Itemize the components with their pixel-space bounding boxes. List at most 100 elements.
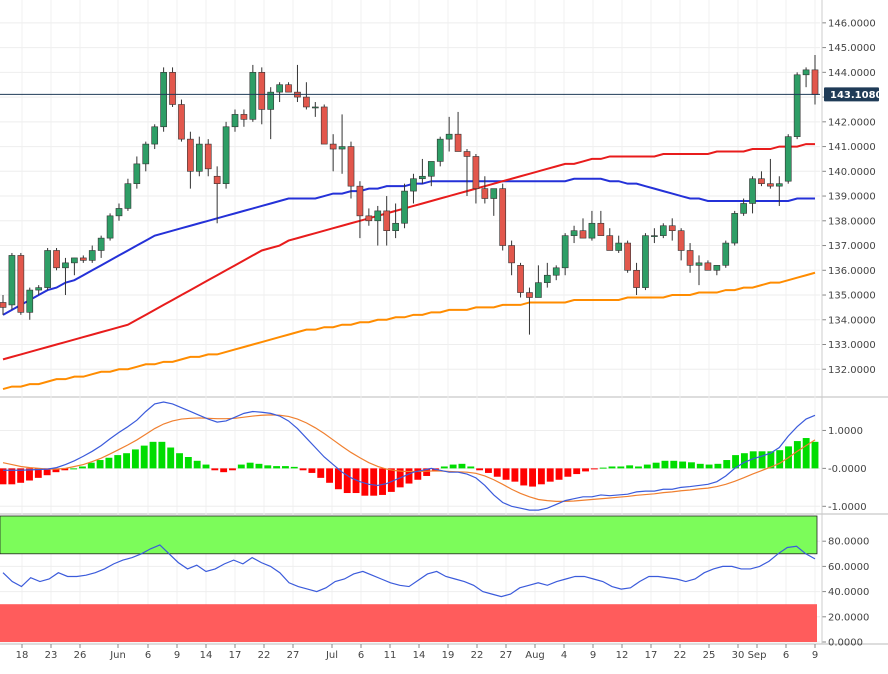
candle-body (508, 245, 515, 264)
macd-histogram-bar (802, 438, 810, 469)
x-tick-label: 9 (174, 650, 180, 661)
candle-body (178, 104, 185, 140)
candle-body (320, 106, 328, 145)
candle-body (383, 210, 391, 231)
candle-body (311, 106, 319, 109)
candle-body (195, 143, 203, 172)
macd-histogram-bar (96, 460, 104, 469)
macd-tick-label: -0.0000 (828, 464, 867, 475)
candle-body (615, 242, 623, 251)
macd-histogram-bar (493, 468, 501, 477)
macd-histogram-bar (290, 466, 298, 469)
macd-histogram-bar (387, 468, 395, 492)
candle-body (526, 292, 533, 298)
x-tick-label: 4 (561, 650, 567, 661)
x-axis: 18 23 26 Jun 6 9 14 17 22 27 Jul 6 11 14 19 22 27 Aug 4 9 12… (16, 644, 818, 661)
macd-histogram-bar (546, 468, 554, 482)
macd-histogram-bar (246, 462, 254, 469)
macd-histogram-bar (696, 463, 704, 469)
macd-histogram-bar (476, 468, 484, 471)
price-tick-label: 145.0000 (828, 43, 876, 54)
price-tick-label: 135.0000 (828, 291, 876, 302)
macd-histogram-bar (670, 460, 678, 469)
macd-histogram-bar (414, 468, 422, 480)
x-tick-label: 22 (258, 650, 271, 661)
candle-body (784, 136, 792, 182)
candle-body (704, 262, 712, 271)
candle-body (365, 215, 373, 222)
candle-body (79, 257, 87, 261)
macd-histogram-bar (361, 468, 369, 496)
x-tick-label: 27 (500, 650, 513, 661)
macd-histogram-bar (167, 447, 175, 469)
macd-histogram-bar (334, 468, 342, 490)
price-tick-label: 141.0000 (828, 142, 876, 153)
price-tick-label: 138.0000 (828, 216, 876, 227)
macd-histogram-bar (776, 450, 784, 469)
macd-histogram-bar (458, 463, 466, 469)
x-tick-label: Aug (525, 650, 545, 661)
price-tick-label: 133.0000 (828, 340, 876, 351)
candle-body (490, 188, 498, 199)
macd-histogram-bar (679, 461, 687, 469)
candle-body (481, 188, 489, 199)
macd-tick-label: 1.0000 (828, 426, 863, 437)
x-tick-label: 22 (471, 650, 484, 661)
candle-body (597, 222, 605, 236)
candle-body (517, 265, 524, 293)
macd-histogram-bar (608, 466, 616, 469)
candle-body (392, 222, 399, 231)
macd-histogram-bar (87, 462, 95, 469)
macd-histogram-bar (149, 441, 157, 469)
macd-histogram-bar (502, 468, 510, 480)
macd-histogram-bar (432, 468, 439, 472)
candle-body (133, 163, 141, 184)
macd-histogram-bar (78, 466, 86, 469)
candle-body (35, 287, 43, 291)
rsi-overbought-zone (0, 515, 818, 555)
macd-histogram-bar (352, 468, 360, 494)
current-price-tag: 143.1080 (824, 87, 883, 102)
candle-body (249, 72, 257, 120)
candle-body (445, 133, 453, 140)
candle-body (543, 274, 551, 283)
candle-body (767, 183, 774, 187)
candle-body (106, 215, 114, 239)
macd-histogram-bar (184, 457, 192, 469)
macd-histogram-bar (281, 466, 289, 469)
macd-histogram-bar (343, 468, 351, 494)
candle-body (436, 138, 444, 162)
candle-body (187, 138, 194, 172)
moving-average-ma_slow (2, 271, 816, 391)
x-tick-label: 6 (783, 650, 789, 661)
candle-body (722, 242, 730, 266)
x-tick-label: 17 (229, 650, 242, 661)
macd-histogram-bar (326, 468, 334, 483)
x-tick-label: Sep (748, 650, 767, 661)
candle-body (740, 203, 747, 214)
candle-body (499, 188, 507, 246)
macd-histogram-bar (255, 463, 263, 469)
x-tick-label: 26 (74, 650, 87, 661)
macd-histogram-bar (158, 441, 166, 469)
candle-body (258, 72, 266, 110)
candle-body (731, 213, 739, 244)
macd-histogram-bar (70, 468, 78, 470)
price-panel (0, 55, 820, 391)
macd-histogram-bar (635, 466, 642, 469)
macd-histogram-bar (652, 462, 660, 469)
macd-histogram-bar (723, 460, 731, 469)
candle-body (463, 151, 471, 157)
macd-histogram-bar (537, 468, 545, 485)
candle-body (472, 156, 480, 189)
candle-body (749, 178, 756, 204)
candle-body (240, 114, 248, 120)
macd-histogram-bar (176, 453, 183, 469)
macd-histogram-bar (370, 468, 378, 496)
candle-body (651, 235, 658, 237)
moving-average-ma_fast (2, 177, 815, 316)
macd-histogram-bar (131, 449, 139, 469)
grid-lines (0, 0, 888, 645)
